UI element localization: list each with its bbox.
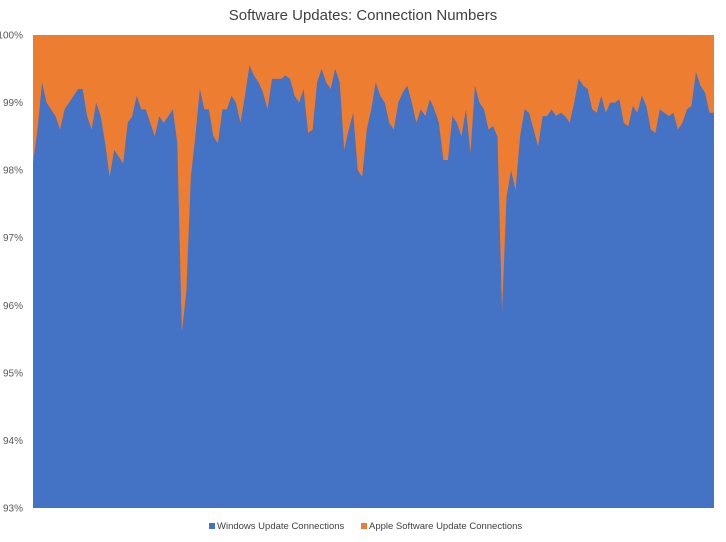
y-tick-label: 97%: [3, 233, 23, 244]
chart-title: Software Updates: Connection Numbers: [229, 7, 497, 24]
legend-label-apple: Apple Software Update Connections: [369, 521, 522, 532]
legend-label-windows: Windows Update Connections: [217, 521, 345, 532]
y-tick-label: 94%: [3, 436, 23, 447]
y-tick-label: 96%: [3, 301, 23, 312]
legend-swatch-windows: [209, 523, 215, 529]
y-tick-label: 95%: [3, 368, 23, 379]
y-axis: 93% 94% 95% 96% 97% 98% 99% 100%: [0, 31, 23, 515]
legend-swatch-apple: [361, 523, 367, 529]
legend: Windows Update Connections Apple Softwar…: [209, 521, 522, 532]
y-tick-label: 98%: [3, 166, 23, 177]
plot-area: [33, 35, 714, 508]
y-tick-label: 93%: [3, 504, 23, 515]
y-tick-label: 99%: [3, 98, 23, 109]
area-windows-update: [33, 65, 714, 508]
y-tick-label: 100%: [0, 31, 23, 42]
